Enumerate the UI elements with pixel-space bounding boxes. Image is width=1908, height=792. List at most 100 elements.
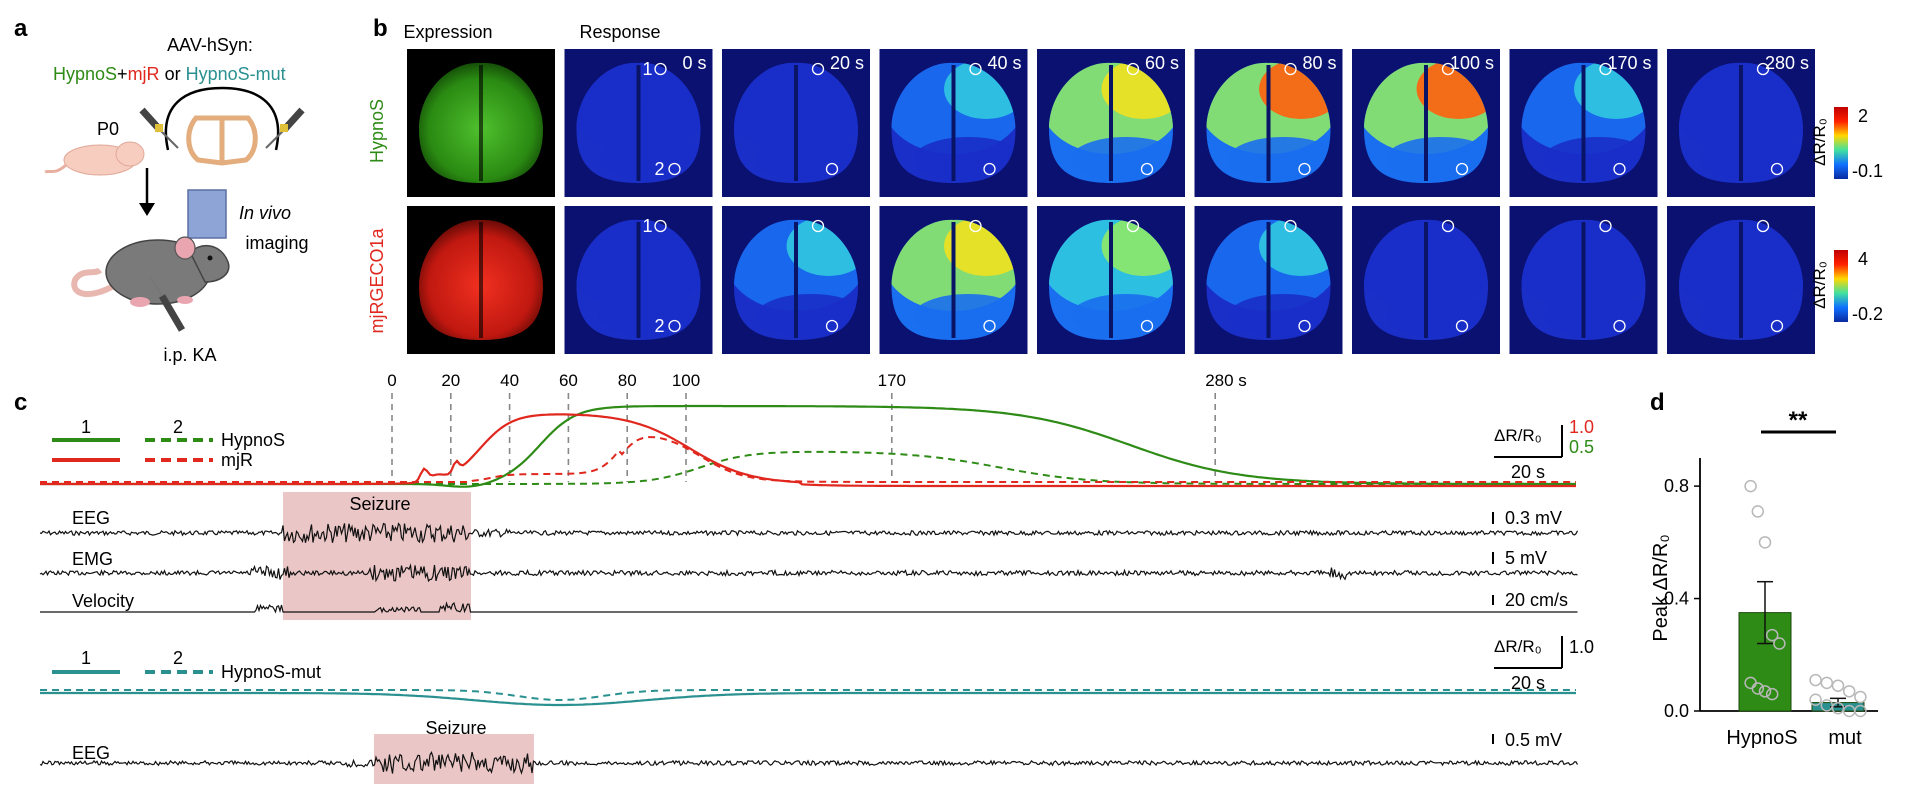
roi-1-circle [1441, 219, 1455, 233]
time-marker-label: 100 [672, 371, 700, 390]
roi-2-circle [825, 319, 839, 333]
injection-schematic [139, 86, 305, 166]
time-label: 60 s [1145, 53, 1179, 73]
expression-label: Expression [403, 22, 492, 42]
legend-roi2: 2 [173, 417, 183, 437]
scale-velocity: 20 cm/s [1505, 590, 1568, 610]
time-label: 170 s [1607, 53, 1651, 73]
row-label-mjrgeco: mjRGECO1a [367, 228, 387, 334]
legend-hypnos-label: HypnoS [221, 430, 285, 450]
roi-2-circle [1770, 162, 1784, 176]
legend-top: 1 2 HypnoS mjR [52, 417, 285, 470]
data-point [1820, 699, 1834, 712]
time-marker-label: 60 [559, 371, 578, 390]
time-marker-label: 80 [618, 371, 637, 390]
roi-1-circle [1126, 219, 1140, 233]
data-point [1773, 637, 1786, 650]
seizure-shading [283, 492, 471, 620]
construct-plus: + [117, 64, 128, 84]
trace-hypnos-roi2 [40, 450, 1576, 485]
scale-bar-top: ΔR/R₀ 1.0 0.5 20 s [1494, 417, 1594, 482]
data-point [1809, 693, 1822, 707]
trace-mut-roi1 [40, 691, 1576, 707]
y-tick-label: 0.8 [1664, 476, 1689, 496]
x-category-label: mut [1828, 727, 1862, 749]
velocity-label: Velocity [72, 591, 134, 611]
roi-label: 2 [655, 316, 665, 336]
image-grid: 120 s 20 s 40 s 60 s 80 s 100 s 170 s 280 s12 [407, 49, 1815, 354]
roi-1-circle [1441, 62, 1455, 76]
construct-mjr: mjR [128, 64, 160, 84]
roi-1-circle [654, 219, 667, 233]
legend-mut-roi1: 1 [81, 648, 91, 668]
time-label: 80 s [1302, 53, 1336, 73]
scale-bar-mut: ΔR/R₀ 1.0 20 s [1494, 636, 1594, 693]
roi-2-circle [1770, 319, 1784, 333]
mouse-icon [71, 236, 230, 332]
construct-or: or [160, 64, 186, 84]
legend-mjr-label: mjR [221, 450, 253, 470]
roi-2-circle [1613, 319, 1626, 333]
scale-eeg: 0.3 mV [1505, 508, 1562, 528]
roi-2-circle [1455, 162, 1469, 176]
time-markers: 0 20 40 60 80 100 170 280 s [387, 371, 1247, 482]
colorbar-hypnos: 2 -0.1 ΔR/R₀ [1810, 106, 1883, 181]
data-point [1765, 687, 1779, 701]
data-point [1809, 673, 1822, 687]
time-marker-label: 40 [500, 371, 519, 390]
trace-mjr-roi1 [40, 413, 1576, 488]
bar [1738, 612, 1792, 712]
data-point [1854, 704, 1867, 718]
colorbar-mjrgeco: 4 -0.2 ΔR/R₀ [1810, 249, 1883, 324]
roi-1-circle [811, 219, 825, 233]
panel-label-c: c [14, 389, 27, 416]
roi-label: 2 [655, 159, 665, 179]
time-label: 0 s [682, 53, 706, 73]
seizure2-label: Seizure [425, 718, 486, 738]
scale-mut-time: 20 s [1511, 673, 1545, 693]
time-label: 100 s [1450, 53, 1494, 73]
roi-1-circle [654, 62, 667, 76]
scale-mut-value: 1.0 [1569, 637, 1594, 657]
scale-eeg2: 0.5 mV [1505, 730, 1562, 750]
panel-a: AAV-hSyn: HypnoS+mjR or HypnoS-mut P0 [44, 35, 309, 365]
data-point [1744, 479, 1757, 493]
panel-label-a: a [14, 15, 28, 42]
construct-mut: HypnoS-mut [186, 64, 286, 84]
roi-label: 1 [643, 59, 653, 79]
colorbar-max: 2 [1858, 106, 1868, 126]
roi-2-circle [1455, 319, 1469, 333]
d-ylabel: Peak ΔR/R₀ [1650, 534, 1672, 641]
roi-1-circle [1126, 62, 1140, 76]
seizure-label: Seizure [349, 494, 410, 514]
significance-stars: ** [1789, 407, 1808, 434]
roi-1-circle [1756, 62, 1770, 76]
roi-2-circle [1298, 162, 1311, 176]
data-point [1765, 628, 1779, 642]
colorbar-label: ΔR/R₀ [1810, 118, 1829, 166]
panel-b: Expression Response HypnoS mjRGECO1a 120… [367, 22, 1883, 354]
x-category-label: HypnoS [1726, 727, 1797, 749]
data-point [1758, 685, 1772, 698]
legend-mut-label: HypnoS-mut [221, 662, 321, 682]
roi-1-circle [1284, 62, 1297, 76]
trace-emg [39, 563, 1578, 583]
roi-1-circle [1756, 219, 1770, 233]
trace-eeg2 [39, 750, 1579, 775]
eeg-label: EEG [72, 508, 110, 528]
roi-1-circle [1284, 219, 1297, 233]
roi-1-circle [969, 62, 982, 76]
roi-1-circle [1599, 219, 1612, 233]
construct-label: AAV-hSyn: [167, 35, 253, 55]
panel-d: Peak ΔR/R₀ ** 0.0 0.4 0.8 HypnoS mut [1650, 407, 1878, 749]
colorbar-gradient [1834, 250, 1848, 322]
roi-1-circle [969, 219, 982, 233]
colorbar-min: -0.2 [1852, 304, 1883, 324]
trace-velocity [40, 601, 1578, 614]
construct-line: HypnoS+mjR or HypnoS-mut [53, 64, 286, 84]
roi-2-circle [1298, 319, 1311, 333]
colorbar-gradient [1834, 107, 1848, 179]
panel-label-d: d [1650, 389, 1665, 416]
roi-1-circle [811, 62, 825, 76]
